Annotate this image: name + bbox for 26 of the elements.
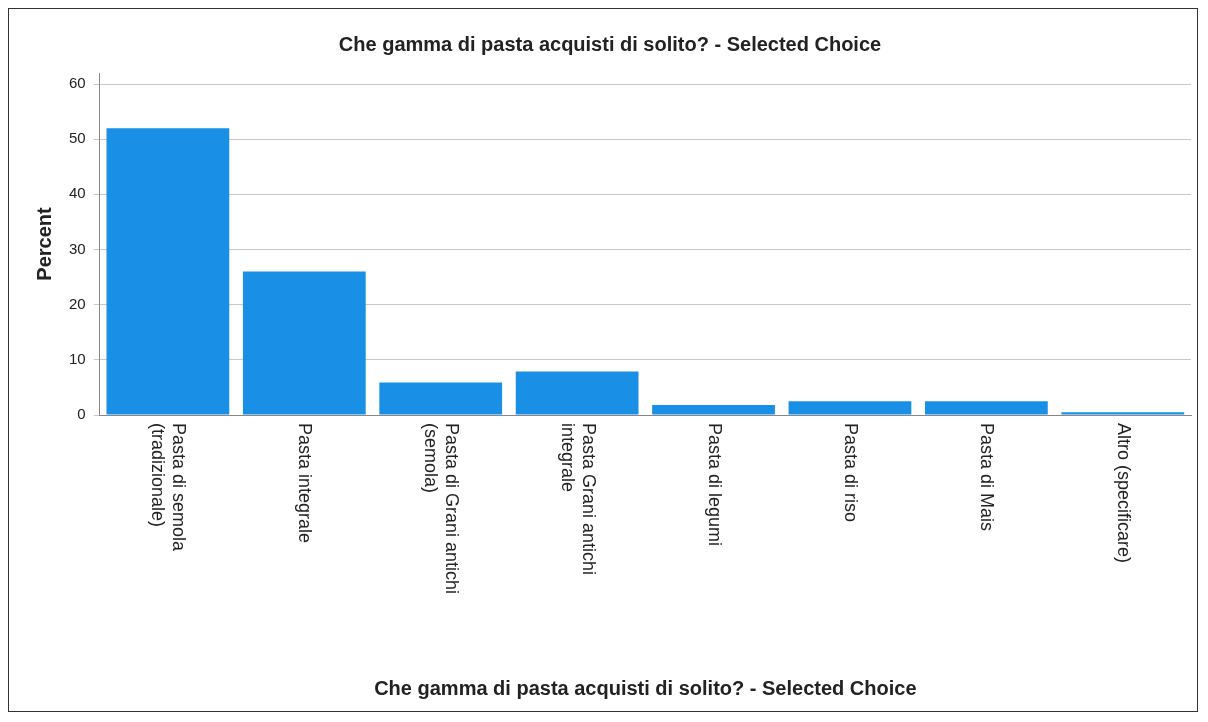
chart-title: Che gamma di pasta acquisti di solito? - Selected Choice — [338, 32, 882, 55]
bar — [652, 405, 775, 415]
x-tick-label: Pasta di Grani antichi (semola) — [421, 423, 463, 595]
x-tick-label: Pasta Grani antichi integrale — [557, 423, 599, 576]
bar — [379, 382, 503, 415]
y-tick-label: 60 — [69, 74, 86, 92]
y-tick-label: 40 — [69, 184, 86, 202]
y-tick-label: 10 — [69, 349, 86, 367]
x-tick-label: Altro (specificare) — [1113, 423, 1134, 564]
x-tick-label: Pasta di semola (tradizionale) — [148, 423, 190, 553]
x-axis-title: Che gamma di pasta acquisti di solito? - Selected Choice — [374, 676, 917, 699]
x-tick-label: Pasta di Mais — [977, 423, 998, 532]
bar — [515, 371, 639, 415]
x-tick-label: Pasta di legumi — [704, 423, 725, 547]
bar — [242, 271, 366, 415]
bar — [1061, 412, 1185, 415]
bar — [788, 401, 912, 415]
x-tick-label: Pasta integrale — [295, 423, 316, 544]
bar — [924, 401, 1048, 415]
bar — [106, 128, 230, 415]
y-tick-label: 20 — [69, 294, 86, 312]
y-tick-label: 30 — [69, 239, 86, 257]
x-tick-label: Pasta di riso — [841, 423, 861, 523]
y-tick-label: 0 — [77, 405, 86, 423]
y-axis-title: Percent — [32, 206, 55, 281]
y-tick-label: 50 — [69, 129, 86, 147]
